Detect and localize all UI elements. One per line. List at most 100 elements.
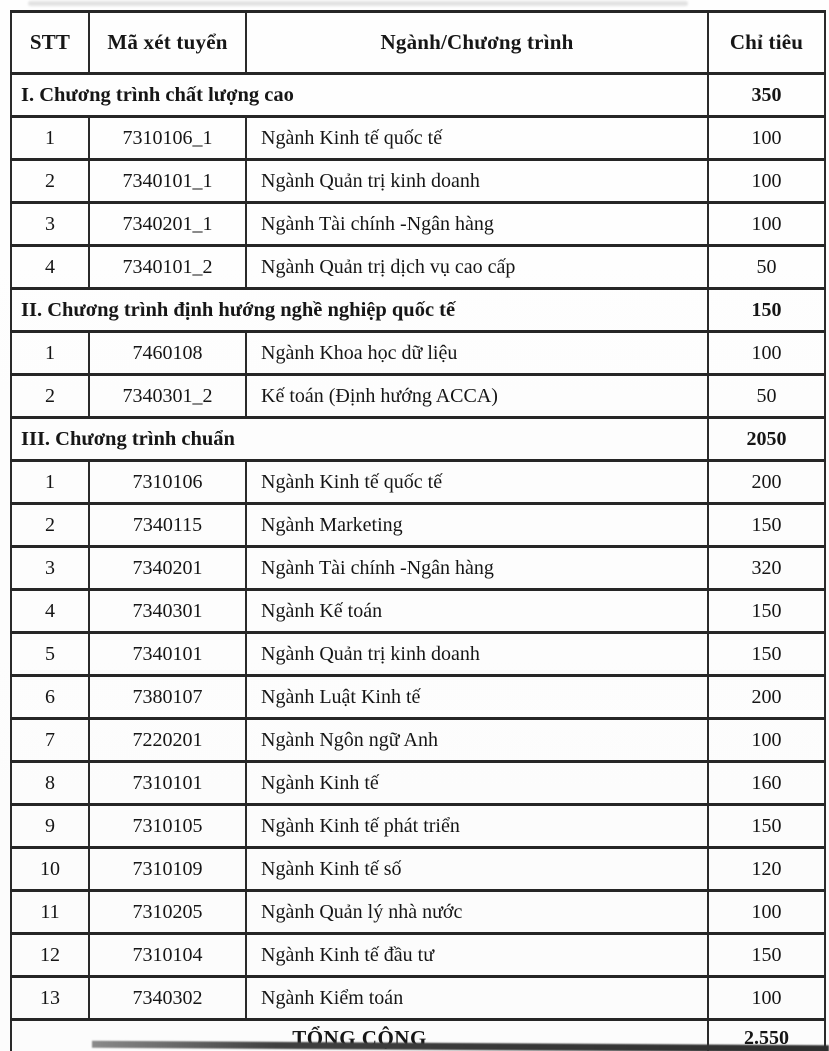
table-row: 7 7220201 Ngành Ngôn ngữ Anh 100 [10,717,826,763]
row-name: Ngành Quản lý nhà nước [245,889,709,935]
table-row: 9 7310105 Ngành Kinh tế phát triển 150 [10,803,826,849]
row-quota: 50 [707,244,826,290]
col-header-stt: STT [10,10,90,75]
table-row: 2 7340301_2 Kế toán (Định hướng ACCA) 50 [10,373,826,419]
row-stt: 2 [10,373,90,419]
table-row: 4 7340301 Ngành Kế toán 150 [10,588,826,634]
row-name: Ngành Kinh tế [245,760,709,806]
row-code: 7460108 [88,330,247,376]
row-stt: 8 [10,760,90,806]
row-stt: 12 [10,932,90,978]
row-name: Ngành Luật Kinh tế [245,674,709,720]
row-name: Ngành Kiểm toán [245,975,709,1021]
row-code: 7310101 [88,760,247,806]
header-row: STT Mã xét tuyển Ngành/Chương trình Chỉ … [10,10,826,75]
row-code: 7310104 [88,932,247,978]
section-quota: 350 [707,72,826,118]
section-title: III. Chương trình chuẩn [10,416,709,462]
section-row: III. Chương trình chuẩn 2050 [10,416,826,462]
row-quota: 100 [707,889,826,935]
row-quota: 320 [707,545,826,591]
row-quota: 120 [707,846,826,892]
row-quota: 150 [707,588,826,634]
row-code: 7340101_1 [88,158,247,204]
row-quota: 100 [707,717,826,763]
row-code: 7340201_1 [88,201,247,247]
row-name: Ngành Marketing [245,502,709,548]
row-name: Ngành Ngôn ngữ Anh [245,717,709,763]
row-code: 7340301 [88,588,247,634]
table-row: 1 7460108 Ngành Khoa học dữ liệu 100 [10,330,826,376]
table-row: 6 7380107 Ngành Luật Kinh tế 200 [10,674,826,720]
section-row: II. Chương trình định hướng nghề nghiệp … [10,287,826,333]
col-header-name: Ngành/Chương trình [245,10,709,75]
row-name: Ngành Quản trị kinh doanh [245,631,709,677]
row-code: 7310106_1 [88,115,247,161]
row-stt: 1 [10,459,90,505]
section-title: II. Chương trình định hướng nghề nghiệp … [10,287,709,333]
row-name: Ngành Kinh tế quốc tế [245,115,709,161]
row-stt: 2 [10,158,90,204]
row-stt: 5 [10,631,90,677]
col-header-code: Mã xét tuyển [88,10,247,75]
admission-quota-table: STT Mã xét tuyển Ngành/Chương trình Chỉ … [10,10,826,1051]
row-quota: 100 [707,975,826,1021]
row-quota: 100 [707,158,826,204]
row-code: 7310105 [88,803,247,849]
row-name: Kế toán (Định hướng ACCA) [245,373,709,419]
row-code: 7380107 [88,674,247,720]
row-name: Ngành Kế toán [245,588,709,634]
table-row: 1 7310106 Ngành Kinh tế quốc tế 200 [10,459,826,505]
row-code: 7340301_2 [88,373,247,419]
row-quota: 160 [707,760,826,806]
table-row: 12 7310104 Ngành Kinh tế đầu tư 150 [10,932,826,978]
row-quota: 100 [707,201,826,247]
row-stt: 4 [10,244,90,290]
row-quota: 100 [707,115,826,161]
row-stt: 13 [10,975,90,1021]
section-row: I. Chương trình chất lượng cao 350 [10,72,826,118]
row-code: 7340302 [88,975,247,1021]
row-quota: 50 [707,373,826,419]
row-quota: 200 [707,674,826,720]
row-quota: 150 [707,932,826,978]
table-row: 5 7340101 Ngành Quản trị kinh doanh 150 [10,631,826,677]
row-quota: 150 [707,631,826,677]
row-code: 7340101_2 [88,244,247,290]
row-quota: 150 [707,502,826,548]
row-code: 7340201 [88,545,247,591]
table-row: 13 7340302 Ngành Kiểm toán 100 [10,975,826,1021]
row-name: Ngành Kinh tế số [245,846,709,892]
row-name: Ngành Tài chính -Ngân hàng [245,545,709,591]
row-stt: 3 [10,201,90,247]
row-quota: 200 [707,459,826,505]
section-quota: 150 [707,287,826,333]
table-row: 3 7340201_1 Ngành Tài chính -Ngân hàng 100 [10,201,826,247]
row-name: Ngành Quản trị kinh doanh [245,158,709,204]
row-name: Ngành Kinh tế quốc tế [245,459,709,505]
table-row: 3 7340201 Ngành Tài chính -Ngân hàng 320 [10,545,826,591]
scan-streak-artifact [28,1,688,6]
row-quota: 100 [707,330,826,376]
row-name: Ngành Tài chính -Ngân hàng [245,201,709,247]
table-row: 11 7310205 Ngành Quản lý nhà nước 100 [10,889,826,935]
table-row: 10 7310109 Ngành Kinh tế số 120 [10,846,826,892]
row-stt: 4 [10,588,90,634]
row-code: 7340115 [88,502,247,548]
table-row: 8 7310101 Ngành Kinh tế 160 [10,760,826,806]
table-row: 2 7340101_1 Ngành Quản trị kinh doanh 100 [10,158,826,204]
row-name: Ngành Kinh tế đầu tư [245,932,709,978]
section-title: I. Chương trình chất lượng cao [10,72,709,118]
row-stt: 1 [10,330,90,376]
section-quota: 2050 [707,416,826,462]
row-stt: 1 [10,115,90,161]
row-stt: 7 [10,717,90,763]
row-name: Ngành Kinh tế phát triển [245,803,709,849]
row-code: 7310205 [88,889,247,935]
row-stt: 2 [10,502,90,548]
row-stt: 10 [10,846,90,892]
row-stt: 9 [10,803,90,849]
table-row: 4 7340101_2 Ngành Quản trị dịch vụ cao cấp… [10,244,826,290]
row-stt: 6 [10,674,90,720]
